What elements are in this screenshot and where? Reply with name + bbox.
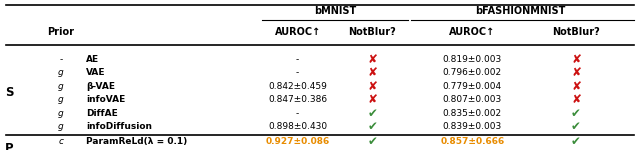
- Text: AE: AE: [86, 55, 100, 64]
- Text: AUROC↑: AUROC↑: [449, 27, 495, 37]
- Text: -: -: [296, 55, 300, 64]
- Text: -: -: [296, 109, 300, 118]
- Text: ✘: ✘: [367, 53, 378, 66]
- Text: 0.927±0.086: 0.927±0.086: [266, 137, 330, 146]
- Text: 0.819±0.003: 0.819±0.003: [443, 55, 502, 64]
- Text: ✔: ✔: [571, 107, 581, 120]
- Text: 0.835±0.002: 0.835±0.002: [443, 109, 502, 118]
- Text: infoDiffusion: infoDiffusion: [86, 122, 152, 131]
- Text: g: g: [58, 122, 63, 131]
- Text: NotBlur?: NotBlur?: [552, 27, 600, 37]
- Text: bMNIST: bMNIST: [314, 6, 356, 15]
- Text: ✔: ✔: [571, 149, 581, 150]
- Text: 0.807±0.003: 0.807±0.003: [443, 95, 502, 104]
- Text: ✔: ✔: [367, 135, 378, 148]
- Text: 0.898±0.430: 0.898±0.430: [268, 122, 327, 131]
- Text: ✘: ✘: [571, 66, 581, 79]
- Text: 0.847±0.386: 0.847±0.386: [268, 95, 327, 104]
- Text: ParamReLd(λ = 0.1): ParamReLd(λ = 0.1): [86, 137, 188, 146]
- Text: Prior: Prior: [47, 27, 74, 37]
- Text: g: g: [58, 82, 63, 91]
- Text: NotBlur?: NotBlur?: [349, 27, 396, 37]
- Text: ✔: ✔: [571, 120, 581, 133]
- Text: 0.842±0.459: 0.842±0.459: [268, 82, 327, 91]
- Text: ✘: ✘: [571, 80, 581, 93]
- Text: g: g: [58, 109, 63, 118]
- Text: ✘: ✘: [367, 66, 378, 79]
- Text: 0.839±0.003: 0.839±0.003: [443, 122, 502, 131]
- Text: c: c: [58, 137, 63, 146]
- Text: P: P: [4, 142, 13, 150]
- Text: ✘: ✘: [367, 93, 378, 106]
- Text: bFASHIONMNIST: bFASHIONMNIST: [476, 6, 566, 15]
- Text: -: -: [296, 68, 300, 77]
- Text: S: S: [4, 87, 13, 99]
- Text: ✔: ✔: [367, 149, 378, 150]
- Text: β-VAE: β-VAE: [86, 82, 115, 91]
- Text: DiffAE: DiffAE: [86, 109, 118, 118]
- Text: -: -: [59, 55, 63, 64]
- Text: ✔: ✔: [367, 107, 378, 120]
- Text: ✘: ✘: [367, 80, 378, 93]
- Text: ✔: ✔: [367, 120, 378, 133]
- Text: ✔: ✔: [571, 135, 581, 148]
- Text: g: g: [58, 68, 63, 77]
- Text: 0.796±0.002: 0.796±0.002: [443, 68, 502, 77]
- Text: 0.857±0.666: 0.857±0.666: [440, 137, 504, 146]
- Text: 0.779±0.004: 0.779±0.004: [443, 82, 502, 91]
- Text: VAE: VAE: [86, 68, 106, 77]
- Text: infoVAE: infoVAE: [86, 95, 125, 104]
- Text: ✘: ✘: [571, 53, 581, 66]
- Text: g: g: [58, 95, 63, 104]
- Text: ✘: ✘: [571, 93, 581, 106]
- Text: AUROC↑: AUROC↑: [275, 27, 321, 37]
